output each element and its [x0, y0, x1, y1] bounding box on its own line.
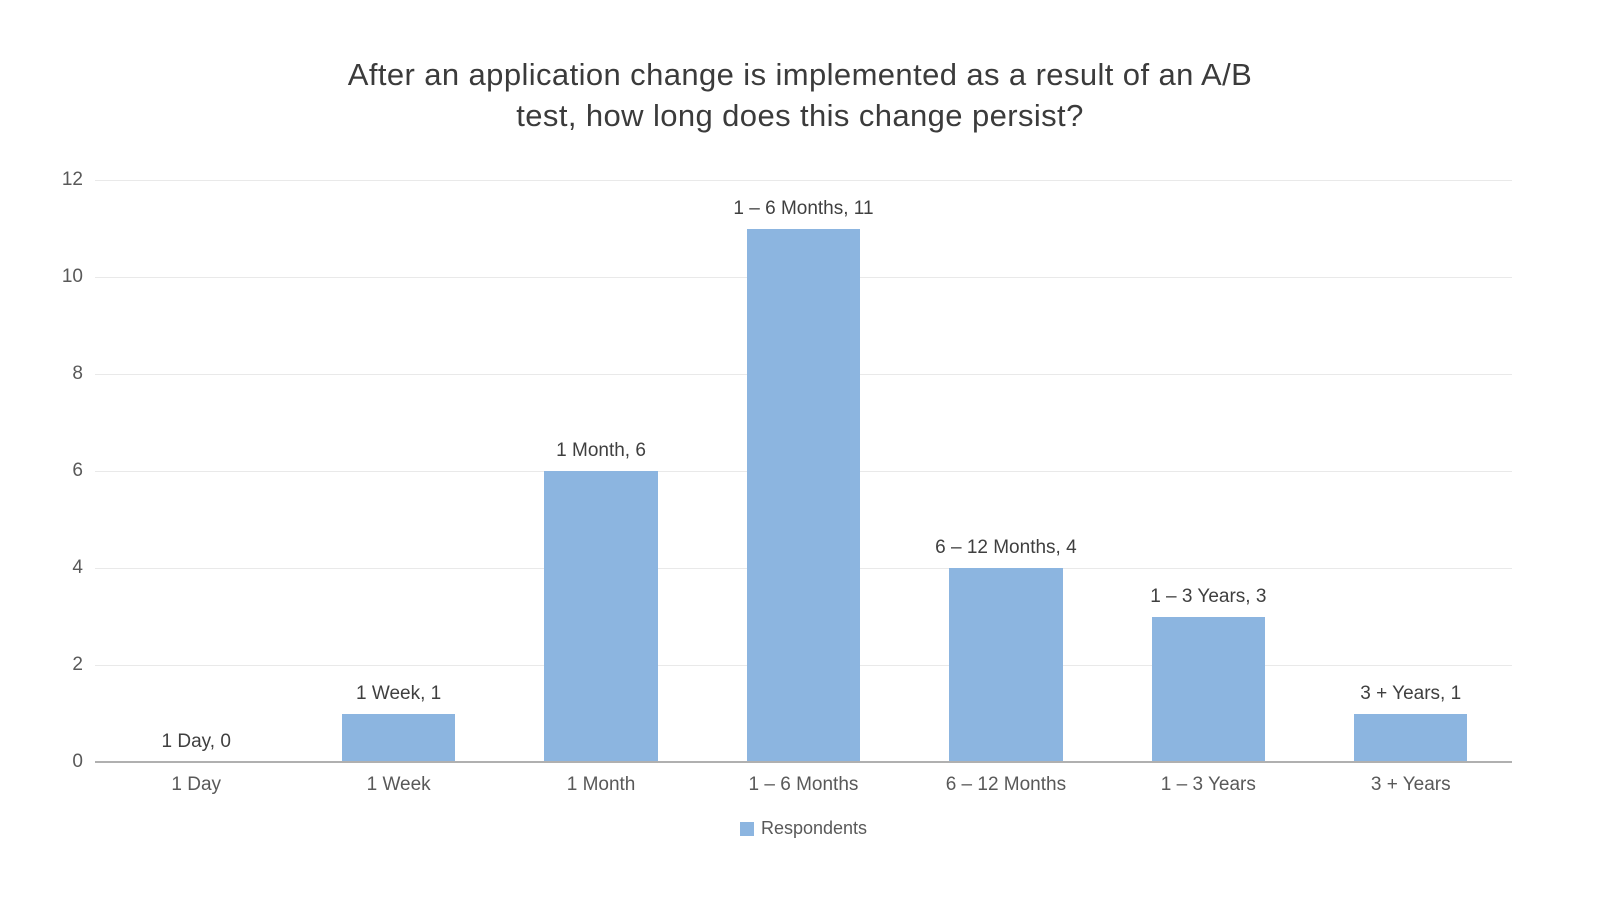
chart-title: After an application change is implement…: [0, 54, 1600, 136]
x-axis-category-label: 1 Day: [171, 774, 222, 795]
bar: [1151, 616, 1265, 762]
bar-data-label: 6 – 12 Months, 4: [935, 537, 1077, 558]
bar-series: 1 Day, 0 1 Week, 1 1 Month, 6 1 – 6 Months,…: [95, 180, 1512, 762]
bar-data-label: 1 Month, 6: [556, 440, 646, 461]
y-axis-tick-label: 8: [72, 363, 83, 384]
bar-data-label: 1 Week, 1: [356, 682, 442, 704]
bar-cell: 1 Week, 1: [297, 180, 499, 762]
x-axis-category-label: 1 Month: [566, 774, 636, 795]
x-axis-category-label: 6 – 12 Months: [945, 774, 1067, 795]
bar: [544, 471, 658, 762]
bar-data-label: 3 + Years, 1: [1360, 682, 1462, 704]
y-axis-tick-label: 10: [61, 266, 83, 287]
bar-data-label: 1 – 6 Months, 11: [733, 197, 874, 219]
y-axis-tick-label: 12: [61, 169, 83, 190]
y-axis: 0 2 4 6 8 10 12: [0, 169, 83, 772]
bar: [341, 713, 456, 762]
bar: [949, 568, 1063, 762]
y-axis-tick-label: 4: [72, 557, 83, 578]
y-axis-tick-label: 2: [72, 654, 83, 675]
bar: [746, 228, 861, 762]
plot-area: 1 Day, 0 1 Week, 1 1 Month, 6 1 – 6 Months,…: [95, 180, 1512, 763]
bar-cell: 1 – 3 Years, 3: [1107, 180, 1309, 762]
bar-data-label: 1 – 3 Years, 3: [1150, 585, 1267, 607]
bar-cell: 6 – 12 Months, 4: [905, 180, 1107, 762]
bar-cell: 1 Month, 6: [500, 180, 702, 762]
y-axis-tick-label: 6: [72, 460, 83, 481]
legend: Respondents: [95, 818, 1512, 839]
bar-data-label: 1 Day, 0: [161, 731, 231, 752]
bar-cell: 3 + Years, 1: [1310, 180, 1512, 762]
bar-cell: 1 – 6 Months, 11: [702, 180, 904, 762]
x-axis-category-label: 1 Week: [366, 774, 431, 795]
chart-title-line-2: test, how long does this change persist?: [516, 98, 1084, 133]
x-axis-line: [95, 761, 1512, 763]
legend-swatch-icon: [739, 821, 754, 836]
y-axis-tick-label: 0: [72, 751, 83, 772]
legend-label: Respondents: [760, 818, 868, 838]
chart-title-line-1: After an application change is implement…: [347, 57, 1253, 92]
x-axis-category-label: 3 + Years: [1370, 774, 1451, 795]
x-axis-category-label: 1 – 3 Years: [1160, 774, 1256, 795]
x-axis-labels: 1 Day 1 Week 1 Month 1 – 6 Months 6 – 12 Mon…: [95, 774, 1512, 796]
bar: [1354, 713, 1468, 762]
gridline: [95, 180, 1512, 181]
x-axis-category-label: 1 – 6 Months: [748, 774, 859, 795]
bar-cell: 1 Day, 0: [95, 180, 297, 762]
